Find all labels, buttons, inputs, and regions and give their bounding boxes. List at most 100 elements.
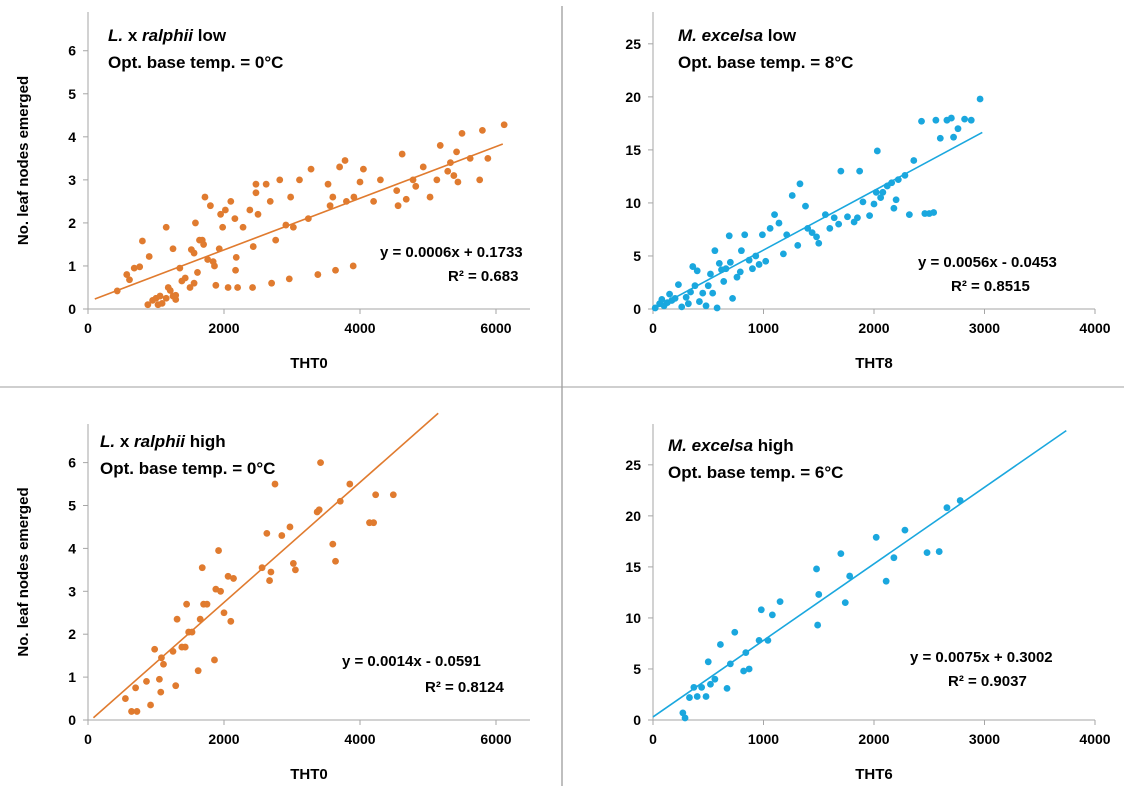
data-point (837, 550, 845, 558)
data-point (286, 523, 294, 531)
data-point (304, 215, 312, 223)
trendline (652, 131, 983, 311)
data-point (821, 211, 829, 218)
data-point (356, 178, 364, 186)
data-point (158, 300, 166, 307)
data-point (128, 708, 135, 715)
data-point (454, 178, 462, 186)
y-tick-label: 10 (625, 195, 641, 211)
data-point (658, 296, 666, 303)
data-point (932, 116, 940, 124)
data-point (755, 261, 763, 268)
data-point (267, 568, 275, 576)
data-point (733, 273, 741, 281)
data-point (779, 250, 787, 258)
data-point (326, 202, 334, 210)
data-point (856, 167, 864, 175)
data-point (176, 264, 184, 272)
data-point (762, 257, 770, 265)
panel-title: M. excelsa low (678, 26, 797, 45)
data-point (157, 688, 165, 696)
data-point (814, 621, 822, 629)
data-point (892, 196, 900, 204)
data-point (332, 557, 339, 565)
data-point (783, 231, 791, 239)
y-tick-label: 6 (68, 455, 76, 471)
data-point (450, 172, 458, 179)
data-point (976, 95, 984, 103)
data-point (289, 223, 297, 231)
data-point (198, 564, 206, 572)
data-point (317, 459, 324, 467)
data-point (169, 245, 177, 253)
data-point (711, 247, 719, 255)
data-point (943, 504, 951, 512)
data-point (729, 294, 736, 302)
panel-title-part: low (763, 26, 797, 45)
data-point (888, 179, 896, 187)
data-point (258, 564, 266, 572)
panel-title-part: L. (100, 432, 115, 451)
data-point (771, 211, 778, 218)
y-tick-label: 25 (625, 457, 641, 473)
data-point (704, 282, 712, 290)
data-point (266, 197, 274, 205)
data-point (394, 202, 402, 210)
r-squared: R² = 0.8124 (425, 679, 504, 696)
x-tick-label: 0 (649, 731, 657, 747)
data-point (844, 213, 851, 221)
data-point (389, 491, 397, 499)
data-point (935, 548, 943, 555)
data-point (745, 256, 753, 264)
y-tick-label: 5 (68, 498, 76, 514)
data-point (702, 693, 710, 700)
data-point (752, 252, 760, 260)
data-point (224, 284, 232, 291)
data-point (372, 491, 380, 499)
data-point (172, 682, 180, 690)
data-point (859, 198, 867, 206)
panel-title-part: ralphii (134, 432, 186, 451)
data-point (122, 695, 129, 702)
data-point (188, 628, 196, 636)
data-point (296, 176, 303, 184)
y-tick-label: 5 (633, 248, 641, 264)
data-point (160, 660, 167, 668)
data-point (742, 649, 750, 657)
data-point (227, 617, 235, 625)
data-point (221, 206, 229, 214)
x-tick-label: 1000 (748, 320, 779, 336)
data-point (870, 200, 878, 208)
data-point (194, 667, 202, 675)
data-point (458, 129, 466, 137)
data-point (215, 547, 222, 554)
r-squared: R² = 0.9037 (948, 673, 1027, 690)
data-point (681, 714, 689, 722)
data-point (147, 701, 154, 709)
data-point (203, 600, 211, 608)
data-point (961, 115, 969, 123)
data-point (651, 304, 659, 312)
data-point (377, 176, 384, 184)
data-point (289, 560, 297, 567)
data-point (815, 591, 823, 598)
panel-title-part: x (123, 26, 142, 45)
data-point (263, 529, 271, 537)
y-tick-label: 0 (68, 301, 76, 317)
data-point (815, 239, 823, 247)
data-point (500, 121, 508, 129)
data-point (910, 157, 918, 164)
y-tick-label: 15 (625, 142, 641, 158)
data-point (872, 533, 880, 541)
panel-title: L. x ralphii low (108, 26, 227, 45)
data-point (169, 647, 177, 655)
data-point (190, 279, 198, 287)
data-point (894, 176, 902, 183)
data-point (190, 249, 198, 257)
data-point (837, 167, 845, 175)
y-tick-label: 1 (68, 669, 76, 685)
data-point (249, 284, 256, 291)
data-point (266, 577, 273, 584)
y-tick-label: 0 (633, 301, 641, 317)
